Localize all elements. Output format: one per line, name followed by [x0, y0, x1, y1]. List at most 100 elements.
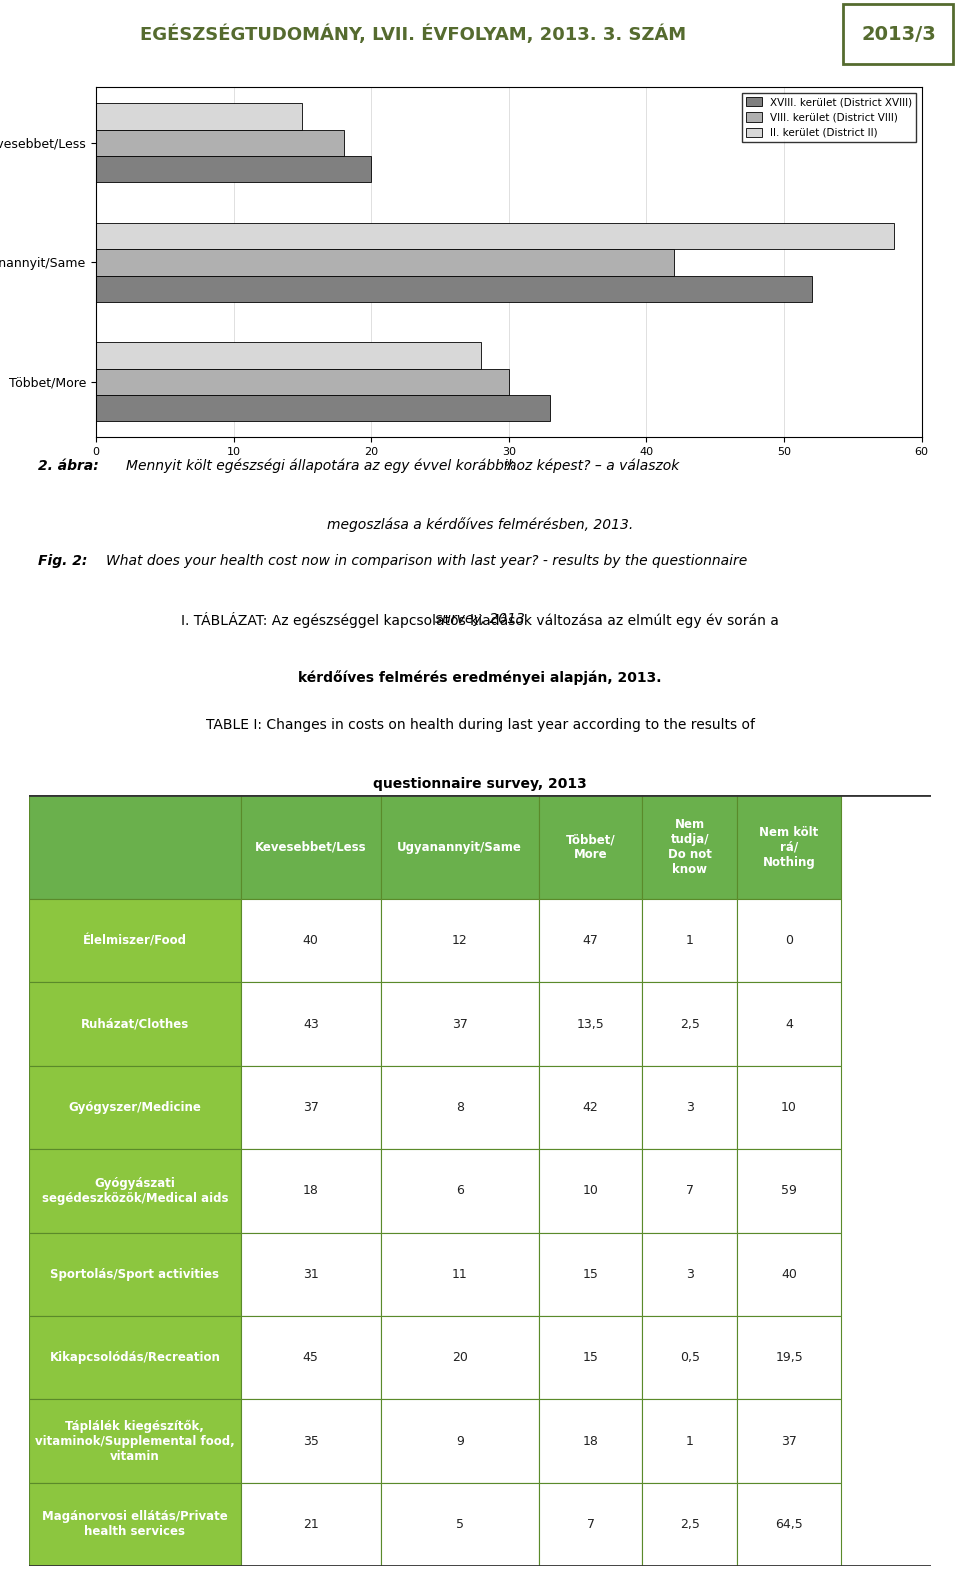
- Text: 40: 40: [781, 1267, 797, 1282]
- FancyBboxPatch shape: [539, 983, 642, 1065]
- Text: 37: 37: [781, 1434, 797, 1447]
- Text: 4: 4: [785, 1018, 793, 1030]
- FancyBboxPatch shape: [642, 1232, 737, 1317]
- FancyBboxPatch shape: [737, 1317, 841, 1399]
- Text: 19,5: 19,5: [775, 1352, 803, 1364]
- FancyBboxPatch shape: [539, 1317, 642, 1399]
- FancyBboxPatch shape: [381, 898, 539, 983]
- FancyBboxPatch shape: [241, 1317, 381, 1399]
- FancyBboxPatch shape: [737, 1065, 841, 1150]
- FancyBboxPatch shape: [642, 898, 737, 983]
- Text: megoszlása a kérdőíves felmérésben, 2013.: megoszlása a kérdőíves felmérésben, 2013…: [326, 517, 634, 531]
- Bar: [96, 394, 550, 421]
- FancyBboxPatch shape: [29, 1399, 241, 1483]
- Text: 6: 6: [456, 1185, 464, 1197]
- Text: 18: 18: [302, 1185, 319, 1197]
- Text: 35: 35: [302, 1434, 319, 1447]
- Text: 18: 18: [583, 1434, 598, 1447]
- Text: 9: 9: [456, 1434, 464, 1447]
- FancyBboxPatch shape: [29, 1483, 241, 1566]
- Bar: [96, 369, 509, 394]
- FancyBboxPatch shape: [539, 795, 642, 898]
- Text: Többet/
More: Többet/ More: [565, 833, 615, 862]
- Bar: [96, 130, 344, 156]
- FancyBboxPatch shape: [241, 1232, 381, 1317]
- Text: 0,5: 0,5: [680, 1352, 700, 1364]
- FancyBboxPatch shape: [29, 1150, 241, 1232]
- FancyBboxPatch shape: [29, 1232, 241, 1317]
- Legend: XVIII. kerület (District XVIII), VIII. kerület (District VIII), II. kerület (Dis: XVIII. kerület (District XVIII), VIII. k…: [742, 92, 917, 142]
- FancyBboxPatch shape: [843, 5, 953, 64]
- FancyBboxPatch shape: [381, 1065, 539, 1150]
- Text: 15: 15: [583, 1267, 598, 1282]
- Text: 64,5: 64,5: [775, 1518, 803, 1531]
- Text: kérdőíves felmérés eredményei alapján, 2013.: kérdőíves felmérés eredményei alapján, 2…: [299, 671, 661, 685]
- FancyBboxPatch shape: [539, 1399, 642, 1483]
- Text: Kikapcsolódás/Recreation: Kikapcsolódás/Recreation: [49, 1352, 220, 1364]
- Text: TABLE I: Changes in costs on health during last year according to the results of: TABLE I: Changes in costs on health duri…: [205, 719, 755, 733]
- Text: Fig. 2:: Fig. 2:: [37, 553, 87, 568]
- Text: EGÉSZSÉGTUDOMÁNY, LVII. ÉVFOLYAM, 2013. 3. SZÁM: EGÉSZSÉGTUDOMÁNY, LVII. ÉVFOLYAM, 2013. …: [140, 24, 685, 45]
- FancyBboxPatch shape: [737, 1483, 841, 1566]
- FancyBboxPatch shape: [29, 898, 241, 983]
- Text: 13,5: 13,5: [577, 1018, 605, 1030]
- Text: 0: 0: [785, 935, 793, 948]
- Text: 3: 3: [685, 1100, 694, 1115]
- Text: 21: 21: [303, 1518, 319, 1531]
- Text: 10: 10: [781, 1100, 797, 1115]
- Text: I. TÁBLÁZAT: Az egészséggel kapcsolatos kiadások változása az elmúlt egy év sorá: I. TÁBLÁZAT: Az egészséggel kapcsolatos …: [181, 612, 779, 628]
- FancyBboxPatch shape: [737, 795, 841, 898]
- FancyBboxPatch shape: [29, 983, 241, 1065]
- FancyBboxPatch shape: [539, 898, 642, 983]
- FancyBboxPatch shape: [241, 795, 381, 898]
- Text: 2. ábra:: 2. ábra:: [37, 458, 99, 472]
- FancyBboxPatch shape: [737, 1150, 841, 1232]
- Text: 2,5: 2,5: [680, 1018, 700, 1030]
- FancyBboxPatch shape: [29, 1317, 241, 1399]
- FancyBboxPatch shape: [381, 795, 539, 898]
- Text: 11: 11: [452, 1267, 468, 1282]
- FancyBboxPatch shape: [241, 983, 381, 1065]
- Text: 42: 42: [583, 1100, 598, 1115]
- FancyBboxPatch shape: [642, 1317, 737, 1399]
- FancyBboxPatch shape: [241, 1150, 381, 1232]
- Text: 15: 15: [583, 1352, 598, 1364]
- Text: Élelmiszer/Food: Élelmiszer/Food: [83, 935, 187, 948]
- Text: Táplálék kiegészítők,
vitaminok/Supplemental food,
vitamin: Táplálék kiegészítők, vitaminok/Suppleme…: [35, 1420, 234, 1463]
- FancyBboxPatch shape: [381, 1483, 539, 1566]
- Bar: [96, 275, 811, 302]
- FancyBboxPatch shape: [381, 1317, 539, 1399]
- Text: Gyógyászati
segédeszközök/Medical aids: Gyógyászati segédeszközök/Medical aids: [41, 1177, 228, 1205]
- Text: 59: 59: [781, 1185, 797, 1197]
- Text: Ugyanannyit/Same: Ugyanannyit/Same: [397, 841, 522, 854]
- Text: 1: 1: [685, 935, 694, 948]
- FancyBboxPatch shape: [737, 1399, 841, 1483]
- FancyBboxPatch shape: [381, 1399, 539, 1483]
- Text: questionnaire survey, 2013: questionnaire survey, 2013: [373, 778, 587, 790]
- Text: Gyógyszer/Medicine: Gyógyszer/Medicine: [68, 1100, 202, 1115]
- FancyBboxPatch shape: [381, 983, 539, 1065]
- FancyBboxPatch shape: [241, 1399, 381, 1483]
- FancyBboxPatch shape: [539, 1483, 642, 1566]
- Text: 8: 8: [456, 1100, 464, 1115]
- Text: survey, 2013: survey, 2013: [435, 612, 525, 626]
- Text: Mennyit költ egészségi állapotára az egy évvel korábbihoz képest? – a válaszok: Mennyit költ egészségi állapotára az egy…: [127, 458, 680, 474]
- Bar: [96, 342, 481, 369]
- FancyBboxPatch shape: [642, 983, 737, 1065]
- FancyBboxPatch shape: [29, 795, 241, 898]
- Text: 40: 40: [302, 935, 319, 948]
- Text: 43: 43: [303, 1018, 319, 1030]
- Text: 10: 10: [583, 1185, 598, 1197]
- Text: 37: 37: [302, 1100, 319, 1115]
- FancyBboxPatch shape: [539, 1232, 642, 1317]
- Text: Nem költ
rá/
Nothing: Nem költ rá/ Nothing: [759, 825, 819, 868]
- Text: 7: 7: [587, 1518, 594, 1531]
- Bar: [96, 250, 674, 275]
- FancyBboxPatch shape: [241, 1483, 381, 1566]
- Text: 37: 37: [452, 1018, 468, 1030]
- FancyBboxPatch shape: [737, 898, 841, 983]
- FancyBboxPatch shape: [642, 1483, 737, 1566]
- Text: 45: 45: [302, 1352, 319, 1364]
- Text: Magánorvosi ellátás/Private
health services: Magánorvosi ellátás/Private health servi…: [42, 1510, 228, 1539]
- FancyBboxPatch shape: [29, 1065, 241, 1150]
